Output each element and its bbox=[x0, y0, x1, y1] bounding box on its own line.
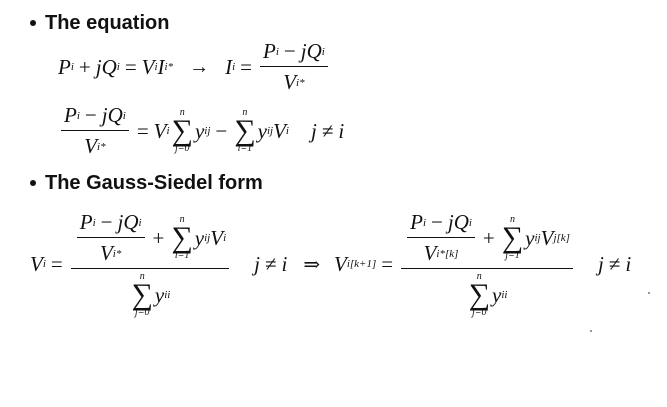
implies-icon: ⇒ bbox=[303, 253, 321, 276]
arrow-icon: → bbox=[189, 55, 210, 78]
bullet-gauss-seidel: The Gauss-Siedel form bbox=[30, 172, 263, 194]
bullet-dot bbox=[30, 179, 36, 186]
scan-speck bbox=[590, 330, 592, 332]
scan-speck bbox=[648, 292, 650, 294]
sum-j0-n: n ∑ j=0 bbox=[171, 107, 193, 154]
bullet-gauss-seidel-text: The Gauss-Siedel form bbox=[45, 172, 263, 194]
bullet-equation-text: The equation bbox=[45, 12, 170, 34]
bullet-equation: The equation bbox=[30, 12, 169, 34]
sum-i1-n: n ∑ i=1 bbox=[234, 107, 256, 154]
bullet-dot bbox=[30, 19, 36, 26]
